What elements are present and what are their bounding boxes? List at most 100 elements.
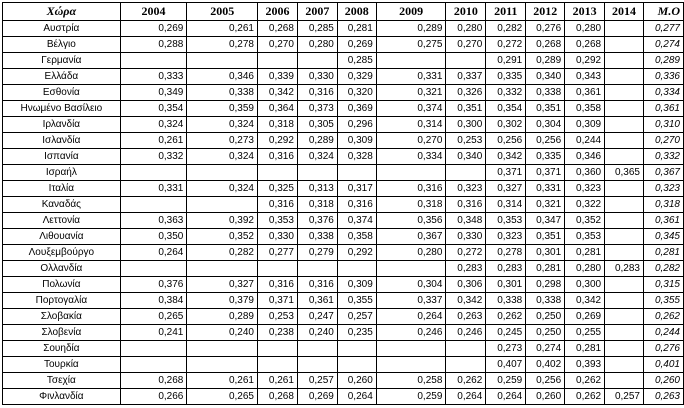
value-cell: 0,304 [525,116,566,133]
value-cell: 0,348 [445,212,487,229]
mean-cell: 0,355 [643,292,684,309]
value-cell: 0,324 [296,148,338,165]
value-cell [186,356,258,373]
value-cell: 0,246 [375,324,447,341]
value-cell: 0,260 [336,372,377,389]
value-cell: 0,332 [119,148,188,165]
value-cell: 0,371 [485,164,527,181]
value-cell [604,356,644,373]
header-year: 2007 [296,2,338,21]
value-cell: 0,291 [485,52,527,69]
value-cell [604,228,644,245]
value-cell [186,196,258,213]
value-cell: 0,269 [296,388,338,405]
value-cell: 0,316 [296,84,338,101]
table-row: Ισλανδία 0,261 0,273 0,292 0,289 0,309 0,270 0,… [2,132,684,149]
value-cell: 0,337 [375,292,447,309]
value-cell: 0,304 [375,276,447,293]
value-cell: 0,384 [119,292,188,309]
value-cell: 0,324 [186,180,258,197]
value-cell: 0,333 [119,68,188,85]
value-cell: 0,264 [336,388,377,405]
value-cell: 0,292 [336,244,377,261]
header-year: 2009 [375,2,447,21]
value-cell: 0,363 [119,212,188,229]
value-cell [375,164,447,181]
value-cell: 0,262 [445,372,487,389]
value-cell: 0,246 [445,324,487,341]
value-cell: 0,280 [445,20,487,37]
value-cell: 0,257 [604,388,644,405]
country-cell: Πολωνία [2,276,121,293]
value-cell: 0,313 [296,180,338,197]
table-row: Ιταλία 0,331 0,324 0,325 0,313 0,317 0,316 0,32… [2,180,684,197]
value-cell [445,356,487,373]
header-country: Χώρα [2,2,121,21]
table-header: Χώρα 2004 2005 2006 2007 2008 2009 2010 2011 2012… [2,2,684,21]
value-cell: 0,301 [485,276,527,293]
value-cell: 0,339 [257,68,298,85]
value-cell: 0,280 [564,260,606,277]
value-cell: 0,296 [336,116,377,133]
country-cell: Καναδάς [2,196,121,213]
value-cell: 0,277 [257,244,298,261]
value-cell [257,260,298,277]
value-cell [445,340,487,357]
mean-cell: 0,336 [643,68,684,85]
table-row: Λιθουανία 0,350 0,352 0,330 0,338 0,358 0,367 0… [2,228,684,245]
value-cell: 0,282 [186,244,258,261]
value-cell: 0,316 [296,276,338,293]
value-cell: 0,354 [485,100,527,117]
value-cell: 0,276 [525,20,566,37]
mean-cell: 0,277 [643,20,684,37]
value-cell: 0,318 [296,196,338,213]
value-cell: 0,323 [485,228,527,245]
value-cell: 0,289 [525,52,566,69]
country-cell: Σλοβενία [2,324,121,341]
value-cell: 0,352 [186,228,258,245]
value-cell: 0,264 [445,388,487,405]
value-cell [336,260,377,277]
value-cell: 0,281 [564,340,606,357]
country-cell: Ολλανδία [2,260,121,277]
value-cell: 0,360 [564,164,606,181]
value-cell: 0,323 [445,180,487,197]
mean-cell: 0,332 [643,148,684,165]
table-row: Ελλάδα 0,333 0,346 0,339 0,330 0,329 0,331 0,33… [2,68,684,85]
country-cell: Ισλανδία [2,132,121,149]
value-cell [257,52,298,69]
value-cell [375,356,447,373]
value-cell: 0,334 [375,148,447,165]
value-cell: 0,316 [257,276,298,293]
value-cell: 0,338 [485,292,527,309]
header-year: 2010 [445,2,487,21]
value-cell: 0,270 [257,36,298,53]
value-cell [119,196,188,213]
value-cell: 0,347 [525,212,566,229]
value-cell: 0,300 [445,116,487,133]
value-cell [604,276,644,293]
mean-cell: 0,323 [643,180,684,197]
value-cell: 0,353 [485,212,527,229]
value-cell [604,20,644,37]
value-cell: 0,250 [525,324,566,341]
value-cell [375,52,447,69]
country-cell: Ισπανία [2,148,121,165]
table-row: Σουηδία 0,273 0,274 0,281 0,276 [2,340,684,357]
mean-cell: 0,263 [643,388,684,405]
value-cell: 0,289 [296,132,338,149]
value-cell: 0,355 [336,292,377,309]
value-cell: 0,346 [564,148,606,165]
table-row: Καναδάς 0,316 0,318 0,316 0,318 0,316 0,314 0,3… [2,196,684,213]
value-cell: 0,318 [375,196,447,213]
value-cell [604,244,644,261]
header-year: 2005 [186,2,258,21]
value-cell: 0,280 [296,36,338,53]
mean-cell: 0,361 [643,212,684,229]
value-cell: 0,292 [564,52,606,69]
value-cell [296,356,338,373]
value-cell [604,68,644,85]
mean-cell: 0,262 [643,308,684,325]
value-cell: 0,330 [296,68,338,85]
